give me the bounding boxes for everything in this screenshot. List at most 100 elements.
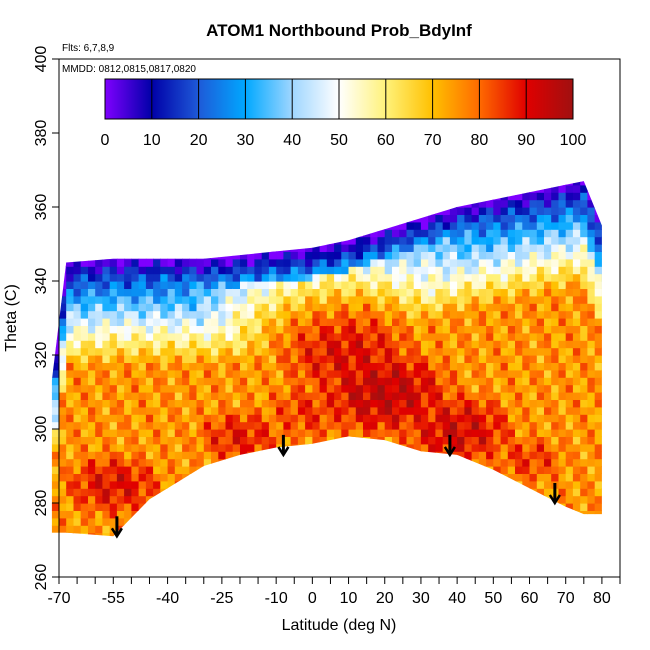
heatmap-cell <box>341 355 350 363</box>
heatmap-cell <box>377 406 386 415</box>
heatmap-cell <box>399 251 407 260</box>
heatmap-cell <box>522 399 531 408</box>
heatmap-cell <box>138 429 147 437</box>
heatmap-cell <box>319 266 328 275</box>
heatmap-cell <box>493 362 502 371</box>
heatmap-cell <box>211 184 219 193</box>
heatmap-cell <box>572 221 581 230</box>
heatmap-cell <box>240 369 248 378</box>
heatmap-cell <box>240 443 248 452</box>
heatmap-cell <box>261 355 270 363</box>
heatmap-cell <box>363 266 371 275</box>
heatmap-cell <box>80 273 89 282</box>
heatmap-cell <box>407 540 415 548</box>
heatmap-cell <box>507 273 516 282</box>
heatmap-cell <box>102 295 111 304</box>
heatmap-cell <box>312 332 321 341</box>
heatmap-cell <box>493 214 502 223</box>
y-tick-label: 320 <box>33 342 50 369</box>
heatmap-cell <box>283 332 292 341</box>
heatmap-cell <box>312 510 321 519</box>
heatmap-cell <box>399 495 407 504</box>
heatmap-cell <box>348 347 357 356</box>
heatmap-cell <box>486 525 494 534</box>
heatmap-cell <box>392 258 400 267</box>
mmdd-note-bg <box>60 61 235 75</box>
heatmap-cell <box>283 244 292 252</box>
heatmap-cell <box>587 510 596 519</box>
heatmap-cell <box>131 443 140 452</box>
heatmap-cell <box>486 236 494 245</box>
heatmap-cell <box>493 369 502 378</box>
heatmap-cell <box>283 421 292 430</box>
heatmap-cell <box>261 184 270 193</box>
heatmap-cell <box>420 281 429 289</box>
heatmap-cell <box>370 355 379 363</box>
heatmap-cell <box>319 332 328 341</box>
heatmap-cell <box>420 399 429 408</box>
heatmap-cell <box>478 251 487 260</box>
heatmap-cell <box>334 170 342 178</box>
heatmap-cell <box>247 473 255 482</box>
heatmap-cell <box>384 525 393 534</box>
heatmap-cell <box>254 325 263 334</box>
heatmap-cell <box>370 392 379 400</box>
heatmap-cell <box>580 273 588 282</box>
heatmap-cell <box>203 236 212 245</box>
heatmap-cell <box>348 281 357 289</box>
heatmap-cell <box>102 532 111 537</box>
heatmap-cell <box>392 244 400 252</box>
heatmap-cell <box>276 355 284 363</box>
heatmap-cell <box>507 251 516 260</box>
heatmap-cell <box>88 192 96 201</box>
heatmap-cell <box>507 399 516 408</box>
heatmap-cell <box>413 199 422 208</box>
heatmap-cell <box>370 406 379 415</box>
heatmap-cell <box>167 377 176 386</box>
heatmap-cell <box>565 421 574 430</box>
heatmap-cell <box>268 473 277 482</box>
flights-note: Flts: 6,7,8,9 <box>62 43 115 54</box>
heatmap-cell <box>377 273 386 282</box>
heatmap-cell <box>377 266 386 275</box>
heatmap-cell <box>73 495 82 504</box>
heatmap-cell <box>80 332 89 341</box>
heatmap-cell <box>334 332 342 341</box>
heatmap-cell <box>51 436 60 445</box>
heatmap-cell <box>529 517 538 526</box>
heatmap-cell <box>449 369 458 378</box>
heatmap-cell <box>240 295 248 304</box>
heatmap-cell <box>594 229 602 238</box>
heatmap-cell <box>268 295 277 304</box>
heatmap-cell <box>160 266 169 275</box>
heatmap-cell <box>261 532 270 537</box>
heatmap-cell <box>507 303 516 312</box>
heatmap-cell <box>203 414 212 423</box>
heatmap-cell <box>435 451 444 460</box>
heatmap-cell <box>312 251 321 260</box>
heatmap-cell <box>247 443 255 452</box>
heatmap-cell <box>261 510 270 519</box>
heatmap-cell <box>66 436 74 445</box>
heatmap-cell <box>392 251 400 260</box>
heatmap-cell <box>203 192 212 201</box>
heatmap-cell <box>167 525 176 534</box>
heatmap-cell <box>312 436 321 445</box>
heatmap-cell <box>594 429 602 437</box>
heatmap-cell <box>486 303 494 312</box>
heatmap-cell <box>399 540 407 548</box>
heatmap-cell <box>124 258 132 267</box>
heatmap-cell <box>572 295 581 304</box>
heatmap-cell <box>51 332 60 341</box>
heatmap-cell <box>80 451 89 460</box>
heatmap-cell <box>59 355 67 363</box>
heatmap-cell <box>189 266 198 275</box>
heatmap-cell <box>572 199 581 208</box>
heatmap-cell <box>66 244 74 252</box>
heatmap-cell <box>370 369 379 378</box>
heatmap-cell <box>486 466 494 474</box>
heatmap-cell <box>406 325 415 334</box>
heatmap-cell <box>305 214 313 223</box>
heatmap-cell <box>73 251 82 260</box>
heatmap-cell <box>565 214 574 223</box>
